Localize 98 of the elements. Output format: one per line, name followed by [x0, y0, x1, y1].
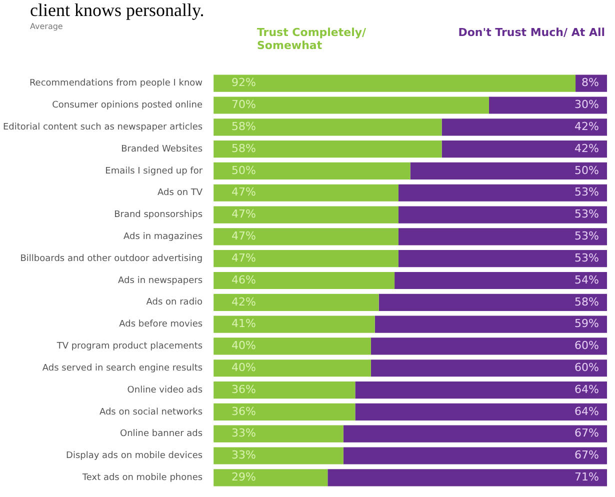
bar — [398, 250, 607, 268]
bar — [214, 469, 328, 486]
y-tick-label: Ads served in search engine results — [42, 363, 203, 374]
bar — [328, 469, 607, 486]
y-tick-label: Consumer opinions posted online — [52, 100, 203, 111]
data-label: 53% — [574, 251, 600, 264]
bar — [214, 250, 398, 268]
data-label: 53% — [574, 208, 600, 221]
data-label: 71% — [574, 470, 600, 484]
y-tick-label: Editorial content such as newspaper articles — [2, 122, 203, 133]
bar — [214, 184, 398, 202]
data-label: 53% — [574, 186, 600, 199]
data-label: 47% — [232, 186, 256, 199]
data-label: 67% — [574, 426, 600, 440]
y-tick-label: Ads on social networks — [99, 407, 203, 418]
bar — [410, 162, 607, 180]
y-tick-label: Ads in magazines — [124, 232, 203, 242]
data-label: 30% — [574, 98, 600, 112]
bar — [214, 96, 489, 114]
data-label: 50% — [574, 164, 600, 177]
data-label: 42% — [232, 295, 256, 308]
y-tick-label: Text ads on mobile phones — [81, 472, 203, 483]
bar — [214, 206, 398, 224]
data-label: 47% — [232, 251, 256, 264]
y-tick-label: Ads before movies — [119, 320, 203, 330]
bar — [398, 228, 607, 246]
bar — [398, 184, 607, 202]
data-label: 29% — [232, 470, 256, 484]
data-label: 40% — [232, 339, 256, 352]
bar — [214, 425, 344, 442]
data-label: 58% — [232, 120, 256, 134]
data-label: 58% — [574, 295, 600, 308]
data-label: 36% — [232, 404, 256, 418]
bar — [355, 381, 607, 399]
data-label: 8% — [582, 76, 599, 90]
data-label: 64% — [574, 382, 600, 396]
bar — [214, 360, 371, 377]
bar — [214, 140, 442, 158]
bar — [370, 360, 607, 377]
data-label: 53% — [574, 230, 600, 243]
bar — [488, 96, 607, 114]
data-label: 41% — [232, 317, 256, 330]
data-label: 47% — [232, 230, 256, 243]
bar — [442, 118, 607, 136]
data-label: 64% — [574, 404, 600, 418]
bar — [378, 294, 607, 311]
bar — [398, 206, 607, 224]
bar — [214, 447, 344, 464]
text: client knows personally. — [29, 0, 206, 20]
data-label: 54% — [574, 273, 600, 286]
y-tick-label: Ads on radio — [146, 298, 204, 308]
text: Don't Trust Much/ At All — [457, 26, 605, 39]
bar — [214, 403, 356, 420]
data-label: 33% — [232, 426, 256, 440]
data-label: 40% — [232, 360, 256, 374]
bar — [394, 272, 607, 290]
y-tick-label: Online video ads — [127, 385, 203, 396]
bar — [214, 316, 375, 333]
bar — [214, 118, 442, 136]
data-label: 67% — [574, 448, 600, 462]
bar — [214, 338, 371, 355]
data-label: 50% — [232, 164, 256, 177]
data-label: 70% — [232, 98, 256, 112]
y-tick-label: Display ads on mobile devices — [66, 451, 203, 462]
bar — [214, 162, 410, 180]
y-tick-label: Ads on TV — [158, 188, 204, 198]
data-label: 60% — [574, 360, 600, 374]
y-tick-label: Branded Websites — [121, 144, 203, 154]
bar — [214, 272, 395, 290]
data-label: 92% — [232, 76, 256, 90]
bar — [214, 381, 356, 399]
bar — [355, 403, 607, 420]
y-tick-label: Billboards and other outdoor advertising — [20, 254, 203, 264]
data-label: 59% — [574, 317, 600, 330]
y-tick-label: Brand sponsorships — [114, 210, 203, 220]
data-label: 36% — [232, 382, 256, 396]
y-tick-label: Emails I signed up for — [105, 166, 203, 176]
y-tick-label: Online banner ads — [120, 429, 203, 440]
bar — [214, 74, 576, 92]
bar — [214, 294, 379, 311]
data-label: 58% — [232, 142, 256, 155]
data-label: 42% — [574, 142, 600, 155]
y-tick-label: Ads in newspapers — [118, 276, 203, 286]
text: Average — [30, 22, 63, 31]
text: Trust Completely/ Somewhat — [257, 26, 368, 52]
bar — [442, 140, 607, 158]
data-label: 60% — [574, 339, 600, 352]
y-tick-label: Recommendations from people I know — [29, 78, 203, 89]
bar — [343, 425, 607, 442]
data-label: 46% — [232, 273, 256, 286]
bar — [343, 447, 607, 464]
data-label: 47% — [232, 208, 256, 221]
bar — [374, 316, 607, 333]
data-label: 42% — [574, 120, 600, 134]
bar — [214, 228, 398, 246]
y-tick-label: TV program product placements — [56, 342, 203, 352]
bar — [370, 338, 607, 355]
data-label: 33% — [232, 448, 256, 462]
